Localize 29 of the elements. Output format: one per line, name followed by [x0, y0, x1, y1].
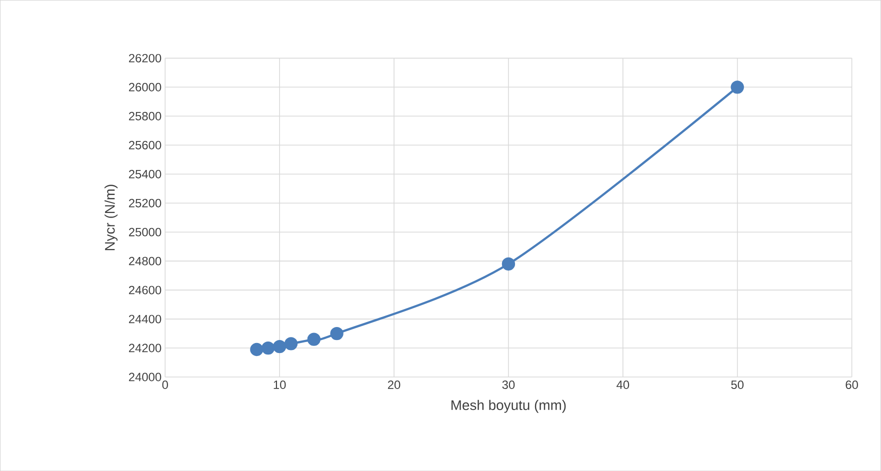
x-tick-label: 0	[162, 380, 168, 389]
x-tick-label: 40	[616, 380, 630, 389]
point	[307, 332, 321, 346]
y-tick-label: 25600	[128, 140, 162, 150]
x-tick-label: 50	[731, 380, 744, 389]
y-tick-label: 26000	[128, 82, 162, 92]
y-tick-label: 24600	[128, 286, 162, 294]
x-tick-label: 30	[502, 380, 515, 389]
x-tick-label: 20	[388, 380, 400, 389]
x-tick-label: 60	[846, 380, 858, 389]
y-tick-label: 24000	[128, 372, 162, 382]
y-tick-label: 24400	[128, 314, 162, 324]
point	[250, 342, 264, 356]
x-tick-label: 10	[274, 380, 286, 389]
point	[262, 341, 275, 355]
y-axis-title: Nycr (N/m)	[104, 184, 118, 250]
y-tick-label: 26200	[128, 54, 162, 62]
y-tick-label: 25000	[128, 228, 162, 236]
point	[502, 257, 516, 270]
y-tick-label: 25200	[128, 198, 162, 208]
y-tick-label: 24800	[128, 256, 162, 266]
x-axis-title: Mesh boyutu (mm)	[452, 400, 566, 413]
point	[272, 340, 286, 354]
y-tick-label: 24200	[128, 344, 162, 352]
y-tick-label: 25800	[128, 112, 162, 120]
point	[730, 80, 744, 94]
y-tick-label: 25400	[128, 170, 162, 178]
point	[284, 337, 298, 350]
point	[330, 326, 344, 340]
